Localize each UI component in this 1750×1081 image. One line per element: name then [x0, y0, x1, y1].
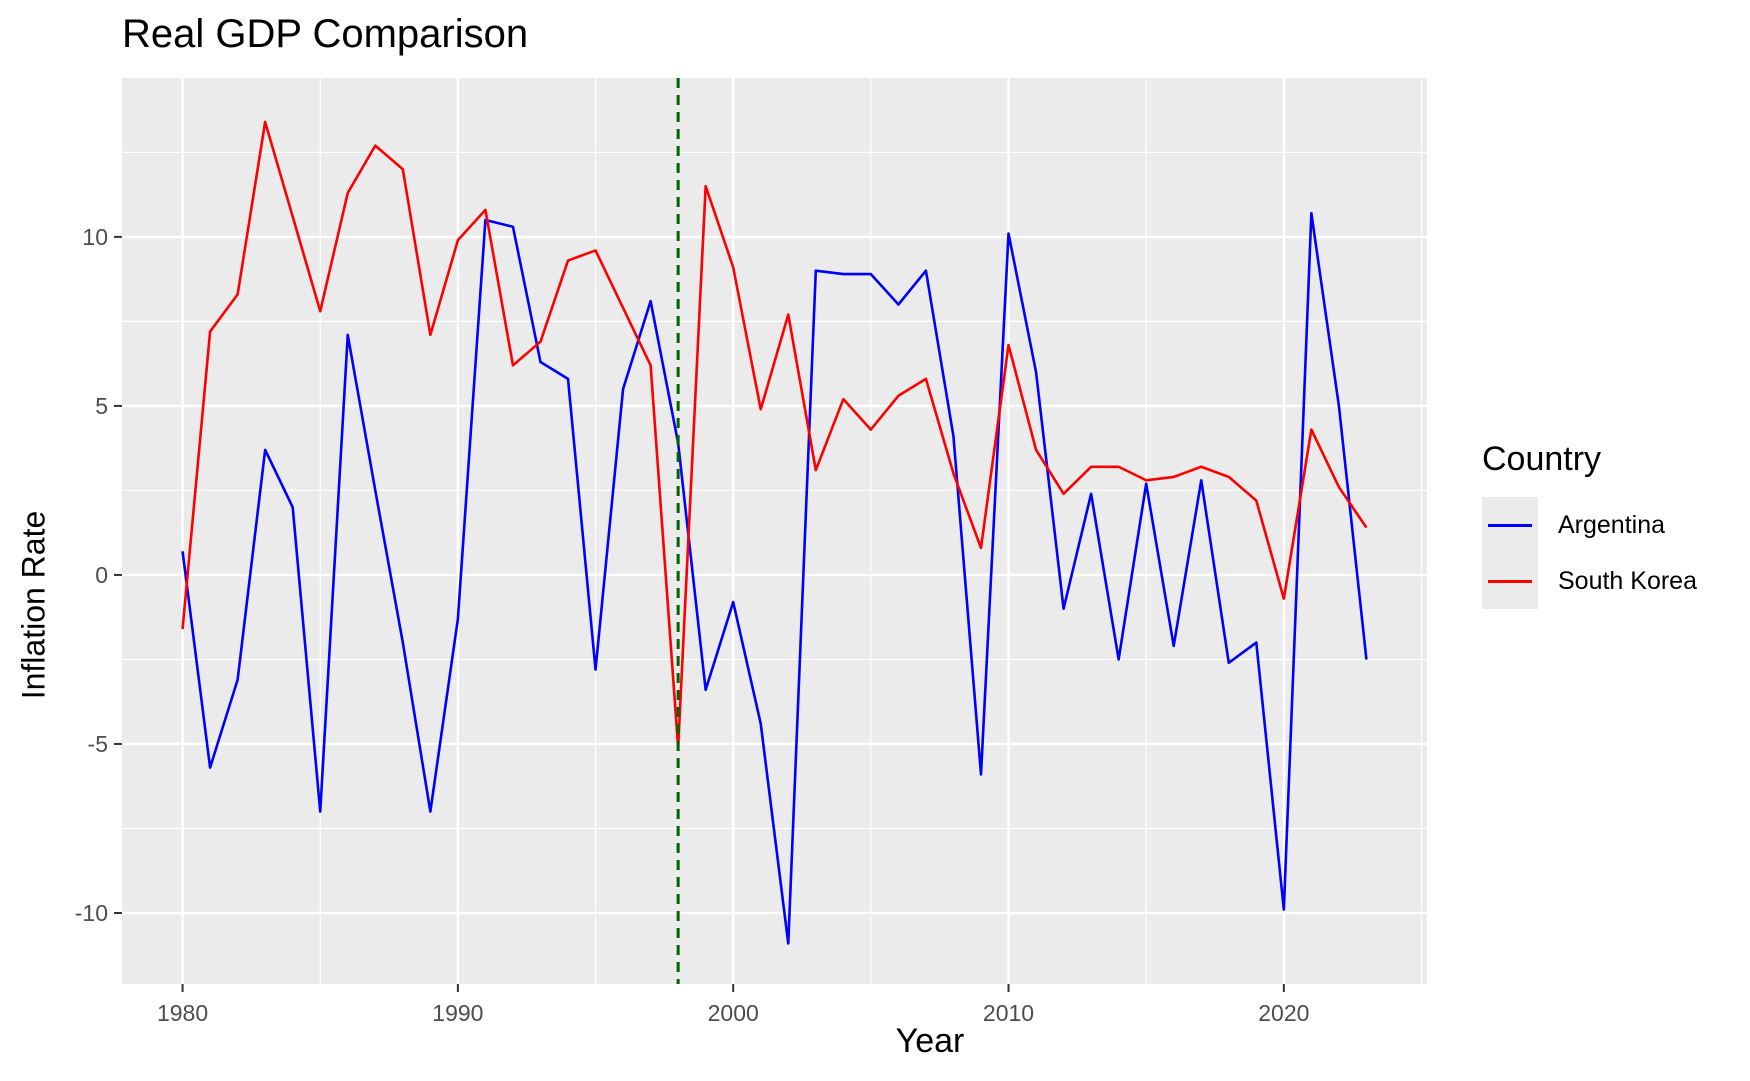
y-axis: -10 -5 0 5 10 — [75, 224, 122, 926]
y-tick-label: -5 — [88, 731, 108, 757]
x-tick-label: 2020 — [1258, 1000, 1309, 1026]
legend-item-south-korea: South Korea — [1482, 553, 1742, 609]
x-tick-label: 1980 — [157, 1000, 208, 1026]
legend-label-argentina: Argentina — [1558, 510, 1666, 539]
legend-swatch-south-korea — [1488, 580, 1532, 583]
legend-item-argentina: Argentina — [1482, 497, 1742, 553]
x-tick-label: 1990 — [432, 1000, 483, 1026]
legend-title: Country — [1482, 440, 1602, 478]
y-tick-label: -10 — [75, 900, 108, 926]
x-axis: 1980 1990 2000 2010 2020 — [157, 984, 1309, 1026]
y-tick-label: 10 — [82, 224, 108, 250]
grid-major — [122, 78, 1427, 984]
legend-key-south-korea — [1482, 553, 1538, 609]
x-axis-title: Year — [895, 1022, 965, 1060]
y-axis-title: Inflation Rate — [15, 510, 52, 700]
series-line-argentina — [181, 211, 1368, 945]
x-tick-label: 2010 — [983, 1000, 1034, 1026]
panel-background — [122, 78, 1427, 984]
y-tick-label: 5 — [95, 393, 108, 419]
y-tick-label: 0 — [95, 562, 108, 588]
legend: Country Argentina South Korea — [1482, 440, 1742, 609]
x-tick-label: 2000 — [708, 1000, 759, 1026]
legend-label-south-korea: South Korea — [1558, 566, 1697, 595]
chart-title: Real GDP Comparison — [122, 12, 529, 56]
series-lines — [181, 120, 1368, 945]
series-line-south-korea — [181, 120, 1368, 749]
legend-swatch-argentina — [1488, 524, 1532, 527]
legend-key-argentina — [1482, 497, 1538, 553]
